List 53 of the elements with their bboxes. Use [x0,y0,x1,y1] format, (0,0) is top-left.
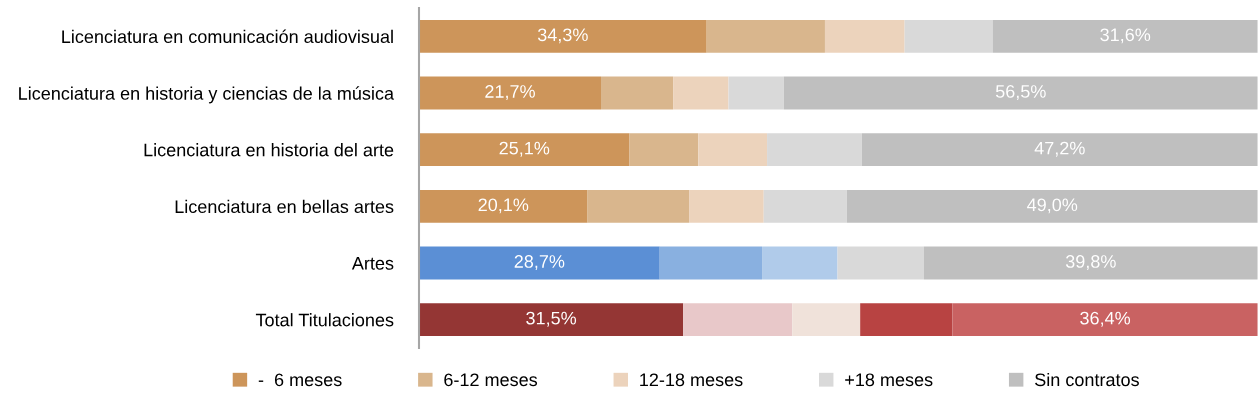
y-tick-label: Licenciatura en historia y ciencias de la música [19,86,395,104]
bar [762,246,838,280]
bar [706,19,825,53]
legend-label: +18 meses [845,373,933,387]
legend-label: 6-12 meses [444,373,538,387]
data-label: 56,5% [995,85,1046,100]
bar [952,303,1258,337]
data-label: 25,1% [499,141,550,157]
y-tick-label: Licenciatura en comunicación audiovisual [62,29,393,44]
bar [792,303,861,337]
bar [683,303,793,337]
bar [846,189,1258,223]
y-tick-label: Licenciatura en bellas artes [175,199,394,214]
data-label: 39,8% [1065,255,1116,270]
bar [419,76,602,110]
bar [659,246,763,280]
bar [923,246,1258,280]
bar [860,303,953,337]
data-label: 31,6% [1100,28,1151,44]
bar [419,189,588,223]
legend-label: 12-18 meses [640,373,743,387]
legend-label: Sin contratos [1035,372,1139,387]
bar [728,76,784,110]
bar [698,133,768,167]
bar [837,246,924,280]
bar [587,189,690,223]
bar [824,19,905,53]
bar [419,133,630,167]
y-tick-label: Total Titulaciones [255,313,394,327]
bar [992,19,1258,53]
legend-label: - 6 meses [258,373,342,387]
bar [419,303,684,337]
data-label: 31,5% [526,311,577,327]
data-label: 28,7% [514,255,565,270]
data-label: 49,0% [1027,198,1078,214]
bar [673,76,729,110]
bar [419,246,660,280]
bar [763,189,847,223]
bar [783,76,1258,110]
bar [689,189,764,223]
data-label: 20,1% [478,198,529,214]
bar [601,76,674,110]
bar [861,133,1258,167]
bar [419,19,707,53]
data-label: 21,7% [485,85,535,100]
y-tick-label: Licenciatura en historia del arte [144,143,394,157]
y-tick-label: Artes [351,257,394,270]
data-label: 36,4% [1080,311,1131,327]
data-label: 34,3% [537,28,588,44]
bar [767,133,862,167]
data-label: 47,2% [1034,141,1085,157]
bar [904,19,993,53]
bar [629,133,699,167]
